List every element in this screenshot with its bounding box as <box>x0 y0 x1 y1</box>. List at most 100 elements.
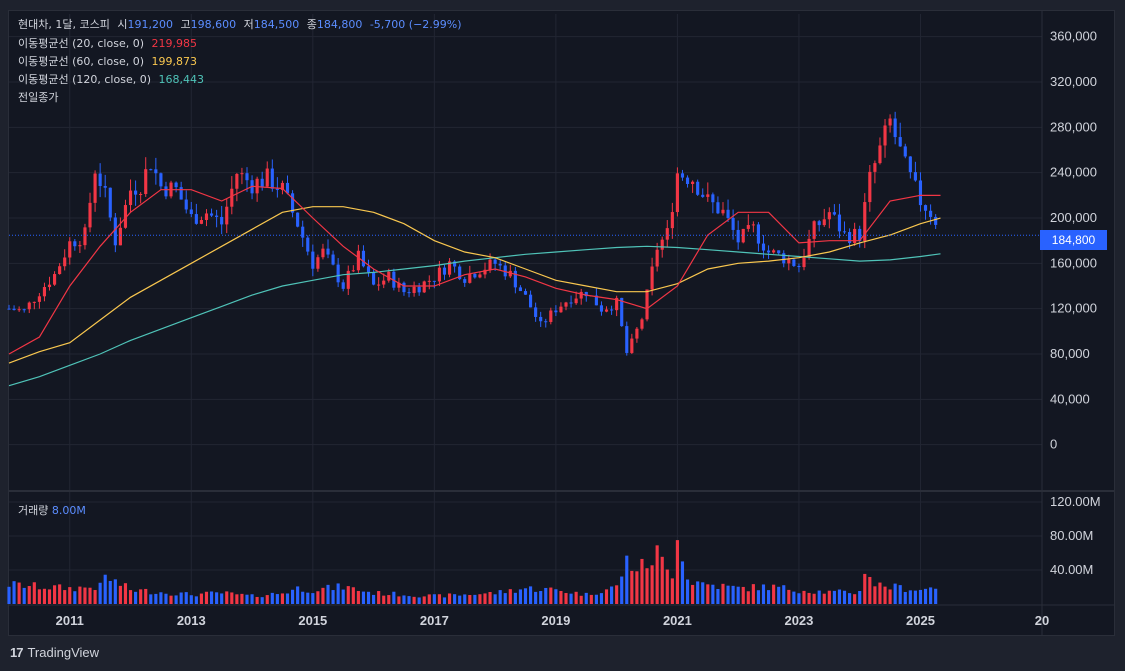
candle-body <box>680 173 685 178</box>
volume-bar <box>483 593 487 604</box>
volume-bar <box>63 590 67 604</box>
volume-bar <box>321 587 325 604</box>
candle-body <box>336 264 340 283</box>
candle-body <box>746 225 750 229</box>
candle-body <box>549 310 553 322</box>
candle-body <box>473 273 477 278</box>
volume-bar <box>245 594 249 604</box>
volume-bar <box>837 589 842 604</box>
volume-bar <box>372 594 376 604</box>
candle-body <box>766 250 771 253</box>
candle-body <box>518 287 523 292</box>
volume-bar <box>604 589 609 604</box>
candle-body <box>275 188 279 190</box>
candle-body <box>98 173 102 187</box>
close-value: 184,800 <box>316 18 363 31</box>
volume-bar <box>103 574 107 604</box>
prev-close-legend[interactable]: 전일종가 <box>18 91 62 105</box>
candle-body <box>17 309 21 311</box>
candle-body <box>888 118 892 126</box>
candle-body <box>103 186 107 188</box>
volume-bar <box>225 591 229 604</box>
volume-bar <box>209 591 214 604</box>
volume-bar <box>670 578 674 604</box>
volume-bar <box>174 595 178 604</box>
candle-body <box>427 280 431 282</box>
candle-body <box>544 321 548 323</box>
ma60-legend[interactable]: 이동평균선 (60, close, 0) 199,873 <box>18 55 201 69</box>
volume-bar <box>691 584 695 604</box>
candle-body <box>873 163 877 172</box>
volume-bar <box>680 561 685 604</box>
volume-bar <box>128 590 133 604</box>
candle-body <box>934 216 938 225</box>
candle-body <box>868 171 872 203</box>
volume-bar <box>159 592 163 604</box>
candle-body <box>817 221 821 226</box>
volume-bar <box>903 591 907 604</box>
ma120-label: 이동평균선 (120, close, 0) <box>18 73 151 86</box>
y-tick-label: 120,000 <box>1050 301 1097 316</box>
volume-bar <box>397 596 401 604</box>
candle-body <box>108 187 112 218</box>
tradingview-logo-icon: 17 <box>10 645 24 660</box>
y-tick-label: 280,000 <box>1050 119 1097 134</box>
candle-body <box>209 213 214 216</box>
y-tick-label: 0 <box>1050 437 1057 452</box>
ma20-legend[interactable]: 이동평균선 (20, close, 0) 219,985 <box>18 37 201 51</box>
x-tick-label: 2025 <box>906 613 935 628</box>
candle-body <box>807 238 811 258</box>
candle-body <box>832 212 836 215</box>
volume-bar <box>549 587 553 604</box>
volume-bar <box>78 586 82 604</box>
tradingview-logo[interactable]: 17 TradingView <box>10 645 99 660</box>
y-tick-label: 360,000 <box>1050 29 1097 44</box>
candle-body <box>488 259 492 270</box>
volume-bar <box>113 579 117 604</box>
candle-body <box>311 251 315 269</box>
volume-bar <box>27 586 31 604</box>
volume-bar <box>463 594 467 604</box>
chart-frame[interactable] <box>8 10 1115 636</box>
high-value: 198,600 <box>190 18 237 31</box>
candle-body <box>366 266 371 273</box>
volume-legend[interactable]: 거래량 8.00M <box>18 502 86 518</box>
candle-body <box>144 169 148 195</box>
ma120-legend[interactable]: 이동평균선 (120, close, 0) 168,443 <box>18 73 208 87</box>
candle-body <box>280 182 285 190</box>
candle-body <box>670 212 674 229</box>
volume-bar <box>164 593 168 604</box>
candle-body <box>316 257 320 269</box>
volume-bar <box>442 597 447 604</box>
candle-body <box>858 228 862 242</box>
candle-body <box>7 308 11 310</box>
volume-bar <box>817 590 821 604</box>
volume-bar <box>655 545 659 604</box>
volume-tick-label: 120.00M <box>1050 494 1101 509</box>
volume-bar <box>711 584 715 604</box>
candle-body <box>761 243 766 251</box>
candle-body <box>68 241 72 258</box>
candle-body <box>118 227 122 246</box>
candle-body <box>149 169 153 171</box>
volume-bar <box>250 594 254 604</box>
candle-body <box>863 202 867 242</box>
volume-bar <box>194 596 198 604</box>
volume-bar <box>594 594 598 604</box>
volume-bar <box>199 593 203 604</box>
volume-bar <box>761 584 766 604</box>
candle-body <box>12 308 16 311</box>
tradingview-logo-text: TradingView <box>27 645 100 660</box>
candle-body <box>285 182 290 194</box>
y-tick-label: 200,000 <box>1050 210 1097 225</box>
volume-bar <box>620 576 624 604</box>
ma20-value: 219,985 <box>151 37 198 50</box>
candle-body <box>387 271 391 281</box>
volume-bar <box>12 581 16 604</box>
candle-body <box>47 284 52 288</box>
volume-bar <box>508 589 512 604</box>
candle-body <box>564 302 568 307</box>
candle-body <box>306 237 310 252</box>
candle-body <box>756 224 761 244</box>
